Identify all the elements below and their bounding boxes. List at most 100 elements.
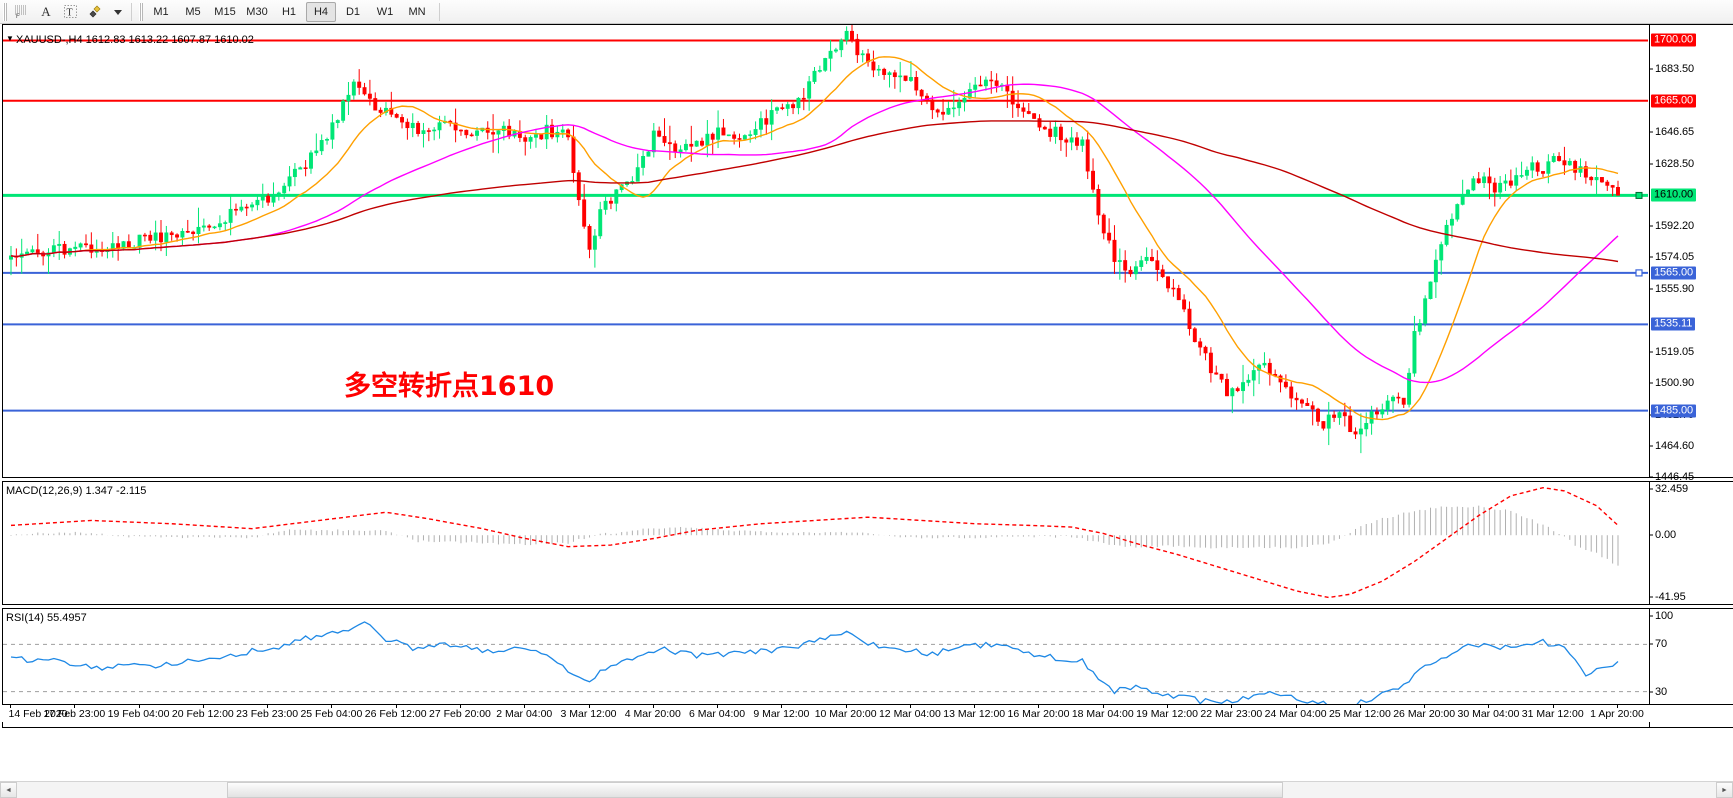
chart-workspace[interactable]: 多空转折点1610 1683.50 1646.65 1628.50 1592.20 15… (0, 24, 1733, 798)
macd-pane[interactable]: 32.459 0.00 -41.95 (2, 481, 1733, 605)
time-tick (1552, 705, 1554, 708)
timeframe-button-d1[interactable]: D1 (345, 5, 361, 18)
time-tick (588, 705, 590, 708)
time-tick (395, 705, 397, 708)
price-tick (1650, 68, 1653, 70)
price-series-canvas (3, 25, 1648, 454)
time-tick (10, 705, 11, 708)
timeframe-button-mn[interactable]: MN (408, 5, 426, 18)
timeframe-grip[interactable] (139, 2, 143, 21)
time-axis-label: 27 Feb 20:00 (429, 708, 491, 720)
price-tick (1650, 163, 1653, 165)
macd-axis[interactable]: 32.459 0.00 -41.95 (1649, 482, 1733, 604)
scrollbar-track[interactable] (17, 782, 1716, 798)
time-tick (1424, 705, 1426, 708)
chart-annotation: 多空转折点1610 (344, 371, 555, 402)
time-axis-label: 22 Mar 23:00 (1200, 708, 1263, 720)
main-toolbar: F A T M1 M5 M15 M30 H1 H4 D1 W1 MN (0, 0, 1733, 24)
scroll-right-arrow[interactable]: ► (1716, 782, 1733, 798)
time-tick (202, 705, 204, 708)
time-tick (524, 705, 526, 708)
time-tick (74, 705, 76, 708)
symbol-info-label: XAUUSD-,H4 1612.83 1613.22 1607.87 1610.… (16, 34, 254, 46)
time-tick (1295, 705, 1297, 708)
scroll-left-arrow[interactable]: ◄ (0, 782, 17, 798)
time-axis-label: 9 Mar 12:00 (753, 708, 810, 720)
price-tick (1650, 382, 1653, 384)
price-tick (1650, 225, 1653, 227)
time-tick (717, 705, 719, 708)
time-tick (1167, 705, 1169, 708)
crosshair-icon[interactable]: F (10, 2, 33, 22)
time-axis-label: 4 Mar 20:00 (624, 708, 681, 720)
price-tick (1650, 445, 1653, 447)
time-axis-label: 10 Mar 20:00 (814, 708, 877, 720)
time-axis-label: 1 Apr 20:00 (1590, 708, 1644, 720)
text-box-icon[interactable]: T (59, 2, 82, 22)
time-tick (331, 705, 333, 708)
shapes-dropdown-icon[interactable] (84, 2, 108, 22)
price-axis-label: 1500.90 (1655, 377, 1695, 390)
horizontal-scrollbar[interactable]: ◄ ► (0, 781, 1733, 798)
timeframe-button-m1[interactable]: M1 (153, 5, 169, 18)
price-plot-area[interactable]: 多空转折点1610 (3, 25, 1733, 477)
time-tick (459, 705, 461, 708)
level-price-label[interactable]: 1610.00 (1651, 188, 1697, 202)
time-tick (138, 705, 140, 708)
price-axis-label: 1574.05 (1655, 251, 1695, 264)
price-tick (1650, 131, 1653, 133)
level-price-label[interactable]: 1700.00 (1651, 33, 1697, 47)
time-axis-label: 13 Mar 12:00 (943, 708, 1006, 720)
macd-plot-area[interactable] (3, 482, 1733, 604)
time-tick (1102, 705, 1104, 708)
time-axis-label: 25 Feb 04:00 (300, 708, 363, 720)
shapes-dropdown-arrow-icon[interactable] (110, 2, 126, 22)
time-tick (267, 705, 269, 708)
macd-tick (1650, 488, 1653, 490)
time-axis-label: 6 Mar 04:00 (689, 708, 746, 720)
price-axis[interactable]: 1683.50 1646.65 1628.50 1592.20 1574.05 1555.… (1649, 25, 1733, 483)
rsi-tick (1650, 691, 1653, 693)
text-label-icon[interactable]: A (41, 3, 51, 19)
time-axis-label: 3 Mar 12:00 (560, 708, 617, 720)
rsi-axis-label: 30 (1655, 685, 1668, 698)
level-price-label[interactable]: 1565.00 (1651, 266, 1697, 280)
macd-tick (1650, 534, 1653, 536)
timeframe-button-w1[interactable]: W1 (376, 5, 394, 18)
level-price-label[interactable]: 1485.00 (1651, 404, 1697, 418)
time-tick (781, 705, 783, 708)
macd-series-canvas (10, 486, 1619, 599)
timeframe-button-h1[interactable]: H1 (281, 5, 297, 18)
scrollbar-thumb[interactable] (227, 782, 1283, 798)
time-axis-label: 18 Mar 04:00 (1071, 708, 1134, 720)
timeframe-button-m5[interactable]: M5 (185, 5, 201, 18)
level-price-label[interactable]: 1665.00 (1651, 94, 1697, 108)
time-tick (1231, 705, 1233, 708)
time-axis-label: 17 Feb 23:00 (43, 708, 106, 720)
price-axis-label: 1646.65 (1655, 126, 1695, 139)
timeframe-button-m30[interactable]: M30 (246, 5, 268, 18)
time-axis-label: 31 Mar 12:00 (1521, 708, 1584, 720)
time-tick (1617, 705, 1618, 708)
toolbar-divider-2 (439, 2, 440, 21)
time-axis-label: 26 Mar 20:00 (1393, 708, 1456, 720)
level-price-label[interactable]: 1535.11 (1651, 317, 1696, 331)
time-tick (845, 705, 847, 708)
time-axis-label: 30 Mar 04:00 (1457, 708, 1520, 720)
pane-collapse-icon[interactable]: ▼ (6, 34, 14, 43)
time-axis-label: 19 Mar 12:00 (1136, 708, 1198, 720)
time-axis-label: 25 Mar 12:00 (1328, 708, 1391, 720)
timeframe-button-h4[interactable]: H4 (306, 1, 336, 22)
time-axis-label: 14 Feb 2020 (8, 708, 68, 720)
toolbar-grip[interactable] (3, 2, 7, 21)
price-tick (1650, 351, 1653, 353)
price-axis-label: 1683.50 (1655, 62, 1695, 75)
time-axis-label: 16 Mar 20:00 (1007, 708, 1070, 720)
rsi-title-label: RSI(14) 55.4957 (6, 612, 87, 624)
macd-title-label: MACD(12,26,9) 1.347 -2.115 (6, 485, 147, 497)
svg-text:F: F (16, 14, 20, 19)
price-pane[interactable]: 多空转折点1610 1683.50 1646.65 1628.50 1592.20 15… (2, 24, 1733, 483)
macd-axis-label: 32.459 (1655, 483, 1689, 495)
time-axis[interactable]: 14 Feb 2020 17 Feb 23:00 19 Feb 04:00 20 Fe… (2, 704, 1733, 722)
timeframe-button-m15[interactable]: M15 (214, 5, 236, 18)
